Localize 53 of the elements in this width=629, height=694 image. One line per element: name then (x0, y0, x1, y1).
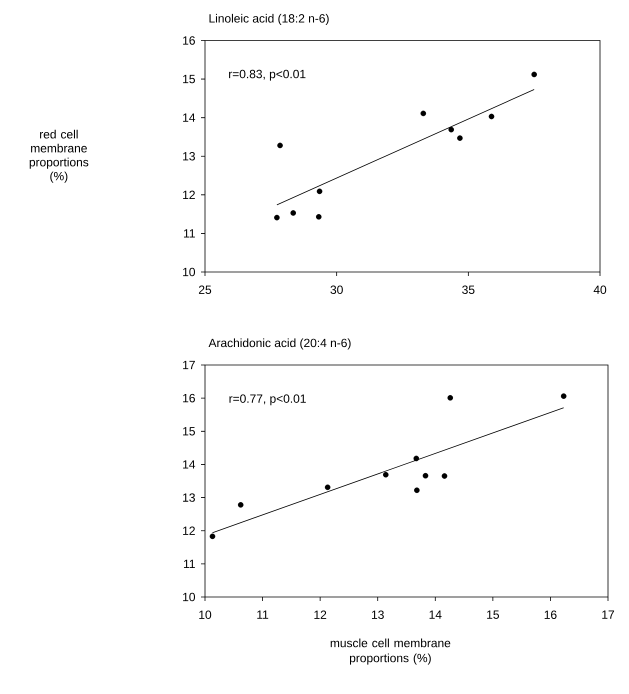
point (457, 135, 463, 141)
point (560, 393, 566, 399)
x-tick-label: 13 (372, 610, 384, 619)
y-tick-label: 11 (184, 229, 195, 238)
y-tick-label: 13 (183, 493, 195, 502)
y-tick-label: 11 (184, 560, 195, 568)
point (290, 210, 296, 216)
x-tick-label: 17 (602, 610, 614, 619)
point (488, 114, 494, 120)
y-tick-label: 10 (183, 592, 196, 602)
point (531, 72, 537, 78)
y-axis-title: red cell membrane proportions (%) (30, 130, 88, 183)
y-tick-label: 17 (183, 360, 195, 370)
y-tick-label: 10 (183, 268, 196, 276)
point (448, 126, 454, 132)
x-tick-label: 11 (257, 610, 268, 619)
y-tick-label: 16 (183, 394, 195, 402)
chart-title: Arachidonic acid (20:4 n-6) (208, 338, 351, 350)
y-tick-label: 12 (183, 190, 195, 200)
y-tick-label: 15 (183, 74, 195, 84)
point (324, 484, 330, 490)
point (414, 487, 420, 494)
y-tick-label: 14 (183, 114, 196, 122)
x-tick-label: 16 (544, 610, 557, 619)
x-axis-title: muscle cell membrane proportions (%) (330, 638, 450, 665)
x-tick-label: 25 (198, 286, 212, 294)
y-tick-label: 14 (183, 460, 196, 469)
point (413, 456, 420, 462)
point (422, 472, 428, 478)
point (382, 472, 389, 478)
point (442, 473, 448, 479)
x-tick-label: 10 (199, 610, 212, 619)
annotation: r=0.83, p<0.01 (229, 70, 306, 81)
point (277, 142, 283, 148)
point (316, 188, 322, 194)
y-tick-label: 12 (183, 526, 195, 535)
chart-title: Linoleic acid (18:2 n-6) (210, 14, 329, 25)
y-tick-label: 13 (183, 152, 195, 160)
x-tick-label: 12 (314, 610, 326, 619)
point (420, 110, 426, 116)
x-tick-label: 30 (330, 286, 343, 294)
annotation: r=0.77, p<0.01 (229, 394, 306, 406)
x-tick-label: 40 (594, 286, 606, 294)
point (238, 502, 244, 508)
x-tick-label: 14 (430, 610, 442, 619)
x-tick-label: 15 (487, 610, 499, 619)
point (210, 534, 216, 540)
y-tick-label: 15 (183, 427, 195, 436)
point (447, 395, 454, 401)
x-tick-label: 35 (462, 286, 474, 294)
point (316, 214, 322, 220)
y-tick-label: 16 (183, 36, 195, 45)
point (274, 214, 280, 220)
